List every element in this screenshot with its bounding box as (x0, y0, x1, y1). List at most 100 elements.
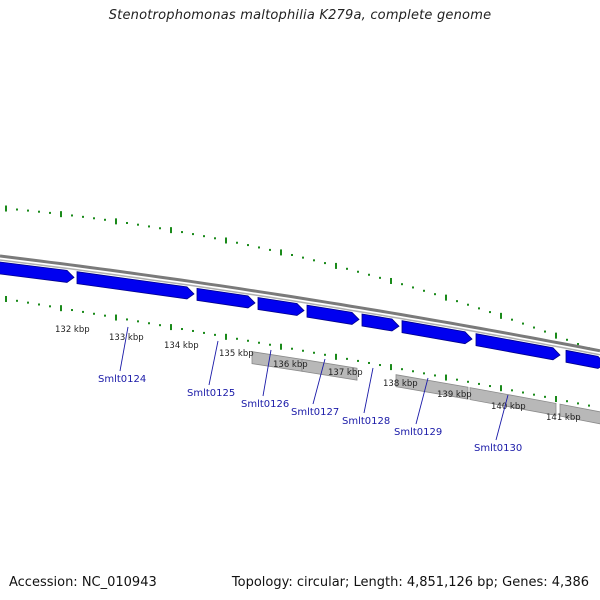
gc-dot (401, 283, 403, 286)
gc-dot (225, 237, 227, 244)
gc-dot (511, 389, 513, 392)
genome-summary: Topology: circular; Length: 4,851,126 bp… (231, 575, 589, 590)
scale-tick-label: 134 kbp (164, 341, 199, 351)
gc-dot (192, 233, 194, 236)
gene-leader-line (262, 349, 272, 397)
gc-dot (181, 328, 183, 331)
gc-dot (313, 351, 315, 354)
gene-leader-line (415, 377, 429, 425)
cds-feature (257, 297, 305, 316)
gc-dot (577, 402, 579, 405)
gc-dot (544, 395, 546, 398)
gc-dot (269, 248, 271, 251)
scale-tick-label: 135 kbp (219, 349, 254, 359)
gc-dot (27, 301, 29, 304)
gc-dot (137, 320, 139, 323)
gc-dot (555, 332, 557, 339)
gc-dot (181, 231, 183, 234)
gc-dot (445, 374, 447, 381)
gc-dot (533, 393, 535, 396)
gc-dot (60, 305, 62, 312)
gc-dot (170, 227, 172, 234)
gc-dot (159, 324, 161, 327)
gc-dot (478, 382, 480, 385)
cds-track (0, 261, 600, 369)
gc-dot (390, 277, 392, 284)
scale-tick-label: 141 kbp (546, 413, 581, 423)
gc-dot (577, 342, 579, 345)
gc-dot (533, 326, 535, 329)
gc-dot (456, 300, 458, 303)
gc-dot (555, 396, 557, 403)
scale-tick-label: 138 kbp (383, 379, 418, 389)
gc-dot (82, 310, 84, 313)
gc-dot (588, 404, 590, 407)
gc-dot (434, 374, 436, 377)
gc-dot (390, 364, 392, 371)
gc-dot (313, 259, 315, 262)
gc-dot (500, 385, 502, 392)
secondary-feature-bar (301, 358, 358, 381)
gc-dot (302, 256, 304, 259)
gc-content-track-inner (5, 295, 590, 407)
backbone-line-inner (0, 259, 600, 356)
scale-tick-label: 139 kbp (437, 390, 472, 400)
gc-dot (126, 318, 128, 321)
gc-dot (412, 370, 414, 373)
gc-dot (192, 329, 194, 332)
gene-labels: Smlt0124 Smlt0125 Smlt0126Smlt0127Smlt0128… (98, 326, 522, 454)
gc-dot (148, 322, 150, 325)
gene-leader-line (119, 326, 129, 372)
gc-dot (379, 276, 381, 279)
cds-feature (475, 333, 561, 361)
gc-dot (280, 249, 282, 256)
gc-dot (5, 295, 7, 302)
gc-dot (467, 380, 469, 383)
accession-label: Accession: NC_010943 (9, 575, 157, 590)
gc-dot (71, 309, 73, 312)
gc-dot (170, 324, 172, 331)
gc-dot (500, 312, 502, 319)
gc-dot (522, 322, 524, 325)
gene-leader-line (363, 367, 374, 414)
cds-feature (565, 349, 600, 369)
gc-dot (522, 391, 524, 394)
gc-dot (71, 214, 73, 217)
gc-dot (159, 227, 161, 230)
gene-leader-line (495, 394, 509, 441)
gc-dot (445, 294, 447, 301)
gc-dot (467, 303, 469, 306)
gc-dot (104, 218, 106, 221)
gc-dot (401, 368, 403, 371)
gene-label: Smlt0126 (241, 399, 289, 410)
gc-dot (137, 223, 139, 226)
cds-feature (76, 271, 195, 300)
gc-dot (38, 210, 40, 213)
gc-dot (280, 343, 282, 350)
gc-dot (324, 262, 326, 265)
scale-tick-label: 137 kbp (328, 368, 363, 378)
gc-dot (291, 253, 293, 256)
secondary-feature-bar (395, 374, 469, 400)
gc-content-track-outer (5, 205, 590, 350)
gc-dot (258, 341, 260, 344)
gc-dot (346, 267, 348, 270)
gc-dot (225, 333, 227, 340)
gene-label: Smlt0127 (291, 407, 339, 418)
gene-leader-line (312, 358, 326, 405)
cds-feature (361, 313, 400, 332)
gc-dot (478, 307, 480, 310)
gc-dot (423, 372, 425, 375)
gene-label: Smlt0128 (342, 416, 390, 427)
secondary-feature-track (251, 351, 600, 425)
gc-dot (93, 217, 95, 220)
gc-dot (357, 359, 359, 362)
gc-dot (412, 286, 414, 289)
gc-dot (346, 357, 348, 360)
gc-dot (214, 237, 216, 240)
gc-dot (126, 221, 128, 224)
gc-dot (247, 244, 249, 247)
gc-dot (489, 311, 491, 314)
gc-dot (236, 337, 238, 340)
